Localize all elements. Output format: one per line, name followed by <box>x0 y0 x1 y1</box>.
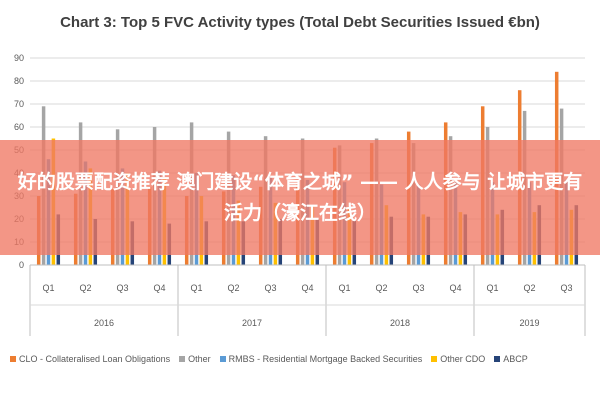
x-group-label: 2019 <box>519 318 539 328</box>
y-tick-label: 0 <box>19 260 24 270</box>
legend-item: RMBS - Residential Mortgage Backed Secur… <box>219 354 423 364</box>
y-tick-label: 70 <box>14 99 24 109</box>
legend-swatch <box>179 356 186 362</box>
x-tick-label: Q1 <box>190 283 202 293</box>
legend-label: ABCP <box>503 354 528 364</box>
x-tick-label: Q3 <box>560 283 572 293</box>
legend-swatch <box>219 356 226 362</box>
y-tick-label: 60 <box>14 122 24 132</box>
chart-title: Chart 3: Top 5 FVC Activity types (Total… <box>60 14 540 31</box>
x-group-label: 2016 <box>94 318 114 328</box>
x-tick-label: Q2 <box>227 283 239 293</box>
promo-banner-text: 好的股票配资推荐 澳门建设“体育之城” —— 人人参与 让城市更有活力（濠江在线… <box>17 170 583 224</box>
legend-swatch <box>431 356 438 362</box>
x-tick-label: Q4 <box>301 283 313 293</box>
x-tick-label: Q2 <box>375 283 387 293</box>
legend-item: Other <box>179 354 211 364</box>
x-tick-label: Q4 <box>153 283 165 293</box>
x-tick-label: Q2 <box>523 283 535 293</box>
x-tick-label: Q3 <box>264 283 276 293</box>
legend-item: CLO - Collateralised Loan Obligations <box>10 354 170 364</box>
x-group-label: 2017 <box>242 318 262 328</box>
legend-label: RMBS - Residential Mortgage Backed Secur… <box>228 354 423 364</box>
x-tick-label: Q4 <box>449 283 461 293</box>
x-tick-label: Q3 <box>412 283 424 293</box>
chart-legend: CLO - Collateralised Loan Obligations Oth… <box>10 354 595 364</box>
y-tick-label: 90 <box>14 53 24 63</box>
x-tick-label: Q2 <box>79 283 91 293</box>
y-tick-label: 80 <box>14 76 24 86</box>
x-tick-label: Q1 <box>42 283 54 293</box>
legend-label: Other CDO <box>440 354 486 364</box>
legend-swatch <box>10 356 16 362</box>
promo-banner[interactable]: 好的股票配资推荐 澳门建设“体育之城” —— 人人参与 让城市更有活力（濠江在线… <box>0 140 600 255</box>
legend-item: ABCP <box>494 354 528 364</box>
x-tick-label: Q3 <box>116 283 128 293</box>
x-tick-label: Q1 <box>486 283 498 293</box>
x-tick-label: Q1 <box>338 283 350 293</box>
legend-swatch <box>494 356 501 362</box>
legend-label: Other <box>188 354 211 364</box>
legend-item: Other CDO <box>431 354 485 364</box>
x-group-label: 2018 <box>390 318 410 328</box>
legend-label: CLO - Collateralised Loan Obligations <box>19 354 171 364</box>
